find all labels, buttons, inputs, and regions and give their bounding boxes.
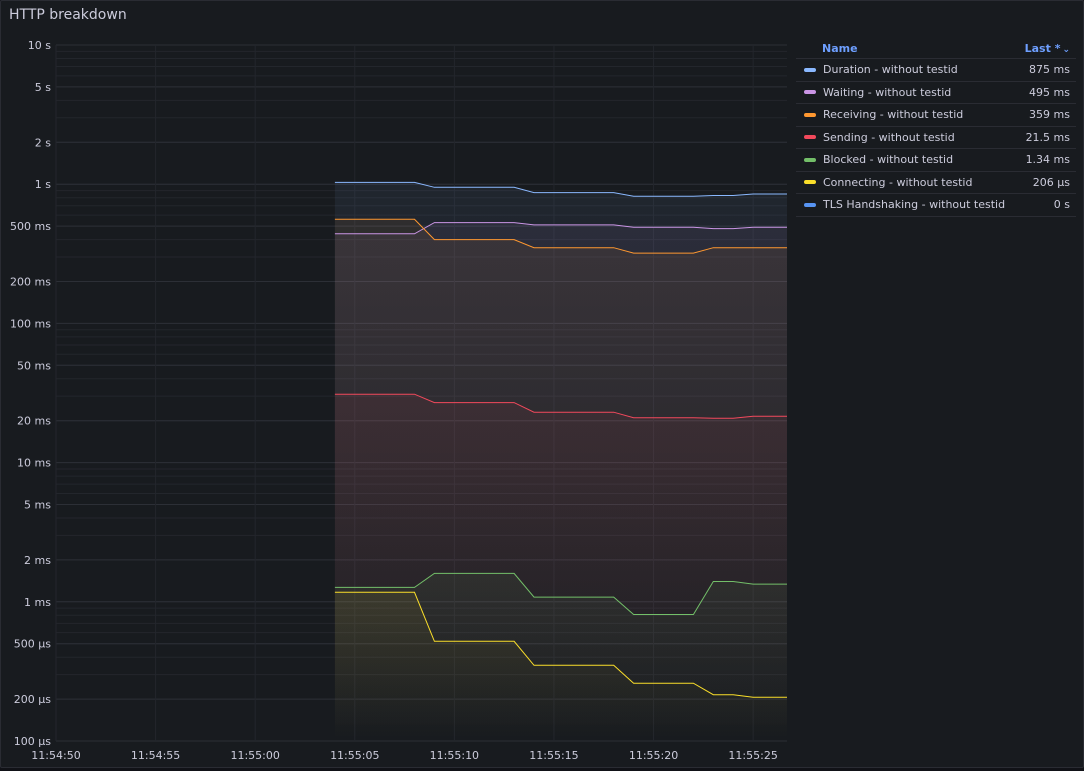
y-tick-label: 100 ms — [10, 317, 51, 330]
y-tick-label: 1 s — [35, 178, 51, 191]
legend-item[interactable]: Blocked - without testid 1.34 ms — [796, 149, 1076, 172]
series-fill — [334, 592, 787, 741]
series-line — [334, 591, 787, 698]
legend-item[interactable]: Connecting - without testid 206 µs — [796, 172, 1076, 194]
y-tick-label: 1 ms — [24, 596, 51, 609]
legend-swatch — [804, 112, 816, 117]
legend-item[interactable]: Waiting - without testid 495 ms — [796, 82, 1076, 104]
legend-item[interactable]: TLS Handshaking - without testid 0 s — [796, 194, 1076, 217]
series-line — [334, 181, 787, 197]
y-tick-label: 500 µs — [14, 638, 51, 651]
y-tick-label: 2 s — [35, 136, 51, 149]
legend-item[interactable]: Sending - without testid 21.5 ms — [796, 127, 1076, 149]
legend-item[interactable]: Receiving - without testid 359 ms — [796, 104, 1076, 127]
legend-item-value: 359 ms — [1029, 108, 1070, 122]
series-line — [334, 572, 787, 615]
series-lines — [334, 181, 787, 698]
legend-item[interactable]: Duration - without testid 875 ms — [796, 59, 1076, 82]
y-axis: 10 s 5 s 2 s 1 s 500 ms 200 ms 100 ms 50 ms 20 m… — [10, 39, 51, 748]
y-tick-label: 200 ms — [10, 275, 51, 288]
x-tick-label: 11:55:05 — [330, 749, 379, 762]
y-tick-label: 2 ms — [24, 554, 51, 567]
x-tick-label: 11:55:10 — [430, 749, 479, 762]
x-tick-label: 11:55:00 — [230, 749, 279, 762]
chevron-down-icon: ⌄ — [1062, 44, 1070, 55]
x-tick-label: 11:55:25 — [728, 749, 777, 762]
legend-swatch — [804, 135, 816, 140]
legend-swatch — [804, 157, 816, 162]
y-tick-label: 100 µs — [14, 735, 51, 748]
legend-item-name: Receiving - without testid — [823, 108, 964, 122]
y-tick-label: 5 ms — [24, 499, 51, 512]
x-axis: 11:54:50 11:54:55 11:55:00 11:55:05 11:55:10… — [31, 749, 778, 762]
legend-swatch — [804, 180, 816, 185]
legend-rows: Duration - without testid 875 ms Waiting -… — [796, 59, 1076, 217]
legend-item-value: 875 ms — [1029, 63, 1070, 77]
y-tick-label: 200 µs — [14, 693, 51, 706]
legend-item-name: TLS Handshaking - without testid — [823, 198, 1006, 212]
y-tick-label: 10 s — [28, 39, 51, 52]
y-tick-label: 10 ms — [17, 457, 51, 470]
series-line — [334, 393, 787, 419]
legend-item-name: Sending - without testid — [823, 130, 955, 144]
legend-item-value: 0 s — [1053, 198, 1070, 212]
legend-item-name: Blocked - without testid — [823, 153, 954, 167]
legend-item-value: 495 ms — [1029, 85, 1070, 99]
legend-swatch — [804, 202, 816, 207]
y-tick-label: 20 ms — [17, 415, 51, 428]
timeseries-chart[interactable]: 10 s 5 s 2 s 1 s 500 ms 200 ms 100 ms 50 ms 20 m… — [1, 31, 793, 767]
legend-item-name: Connecting - without testid — [823, 175, 973, 189]
series-line — [334, 222, 787, 235]
legend-table: Name Last * ⌄ Duration - without testid 87… — [796, 38, 1076, 217]
y-tick-label: 50 ms — [17, 359, 51, 372]
legend-item-name: Duration - without testid — [823, 63, 958, 77]
legend-item-name: Waiting - without testid — [823, 85, 952, 99]
legend-header: Name Last * ⌄ — [796, 38, 1076, 59]
y-tick-label: 5 s — [35, 81, 51, 94]
legend-last-label: Last * — [1024, 41, 1061, 55]
legend-swatch — [804, 67, 816, 72]
legend-item-value: 206 µs — [1032, 175, 1070, 189]
x-tick-label: 11:54:50 — [31, 749, 80, 762]
y-tick-label: 500 ms — [10, 220, 51, 233]
legend-last-header[interactable]: Last * ⌄ — [1025, 42, 1070, 55]
legend-swatch — [804, 90, 816, 95]
series-fills — [334, 182, 787, 742]
x-tick-label: 11:54:55 — [131, 749, 180, 762]
legend-name-header[interactable]: Name — [822, 41, 858, 55]
series-line — [334, 218, 787, 254]
x-tick-label: 11:55:15 — [529, 749, 578, 762]
panel-title[interactable]: HTTP breakdown — [9, 7, 127, 23]
x-tick-label: 11:55:20 — [629, 749, 678, 762]
chart-area[interactable]: 10 s 5 s 2 s 1 s 500 ms 200 ms 100 ms 50 ms 20 m… — [1, 31, 793, 767]
legend-item-value: 1.34 ms — [1025, 153, 1070, 167]
legend-item-value: 21.5 ms — [1025, 130, 1070, 144]
